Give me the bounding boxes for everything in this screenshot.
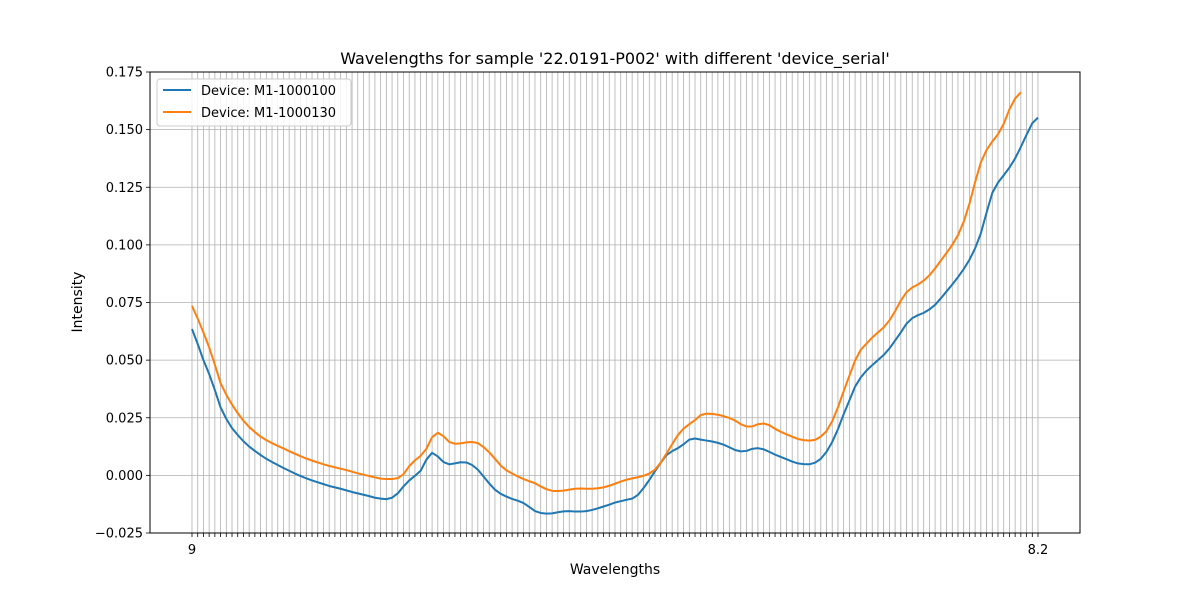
series-lines (191, 91, 1039, 515)
grid-lines (150, 71, 1080, 534)
x-axis: 9 8.2 (188, 533, 1048, 558)
x-tick-label-last: 8.2 (1028, 543, 1049, 558)
y-tick-label: 0.050 (106, 354, 143, 369)
y-axis: −0.025 0.000 0.025 0.050 0.075 0.100 0.125 0.15… (95, 66, 150, 542)
x-axis-label: Wavelengths (570, 562, 660, 578)
y-tick-label: 0.175 (106, 66, 143, 81)
y-tick-label: 0.125 (106, 181, 143, 196)
chart-title: Wavelengths for sample '22.0191-P002' wi… (340, 49, 890, 69)
legend-box (156, 78, 352, 127)
y-tick-label: 0.075 (106, 296, 143, 311)
y-tick-label: 0.000 (106, 469, 143, 484)
y-tick-label: 0.150 (106, 123, 143, 138)
y-tick-label: −0.025 (95, 527, 143, 542)
y-axis-label: Intensity (70, 272, 86, 333)
legend-label-2: Device: M1-1000130 (201, 106, 336, 121)
legend-label-1: Device: M1-1000100 (201, 84, 336, 99)
series-line-2 (191, 91, 1022, 493)
x-tick-label-first: 9 (188, 543, 196, 558)
legend: Device: M1-1000100 Device: M1-1000130 (156, 78, 352, 127)
series-line-1 (191, 116, 1039, 515)
y-tick-label: 0.025 (106, 411, 143, 426)
y-tick-label: 0.100 (106, 238, 143, 253)
